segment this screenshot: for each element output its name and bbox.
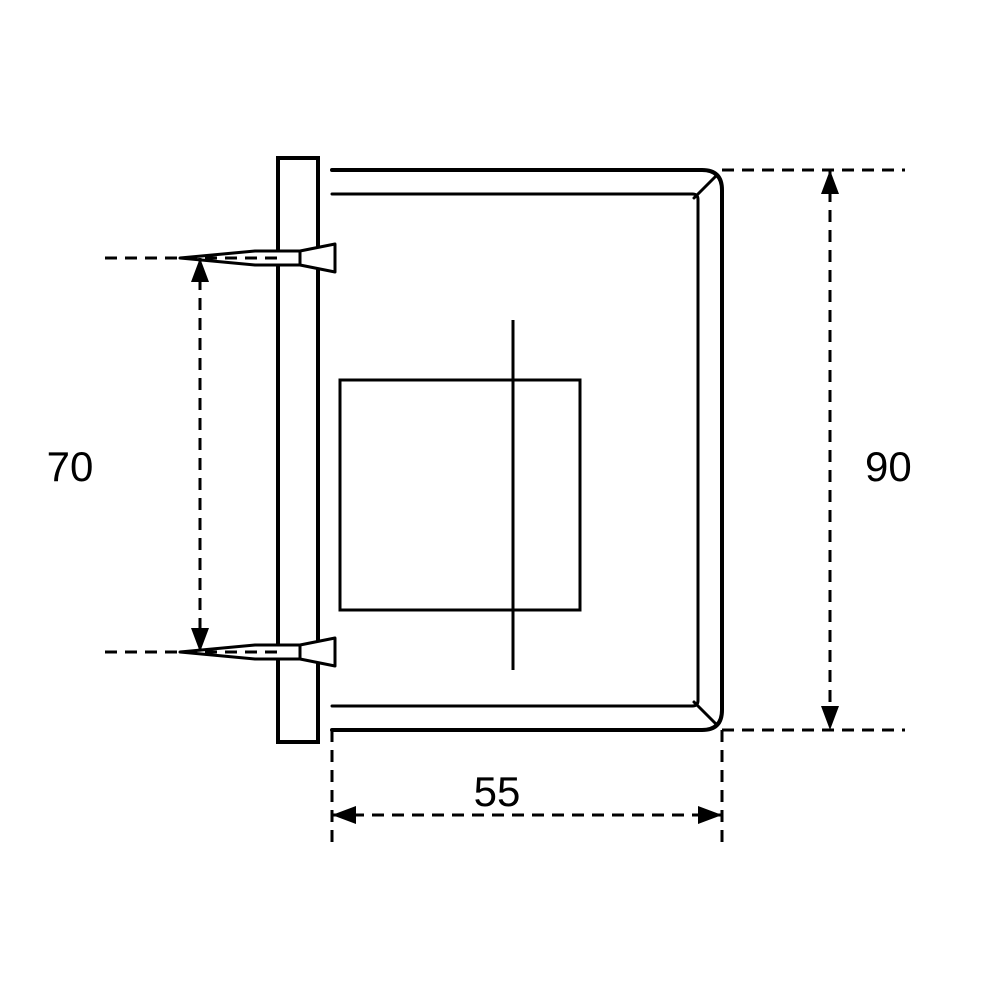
- technical-drawing: 70 90 55: [0, 0, 1000, 1000]
- body-outer: [332, 170, 722, 730]
- dim55-label: 55: [474, 768, 521, 815]
- body-bevel: [332, 194, 698, 706]
- dim90-label: 90: [865, 443, 912, 490]
- glass-cutout: [340, 380, 580, 610]
- dim70-label: 70: [47, 443, 94, 490]
